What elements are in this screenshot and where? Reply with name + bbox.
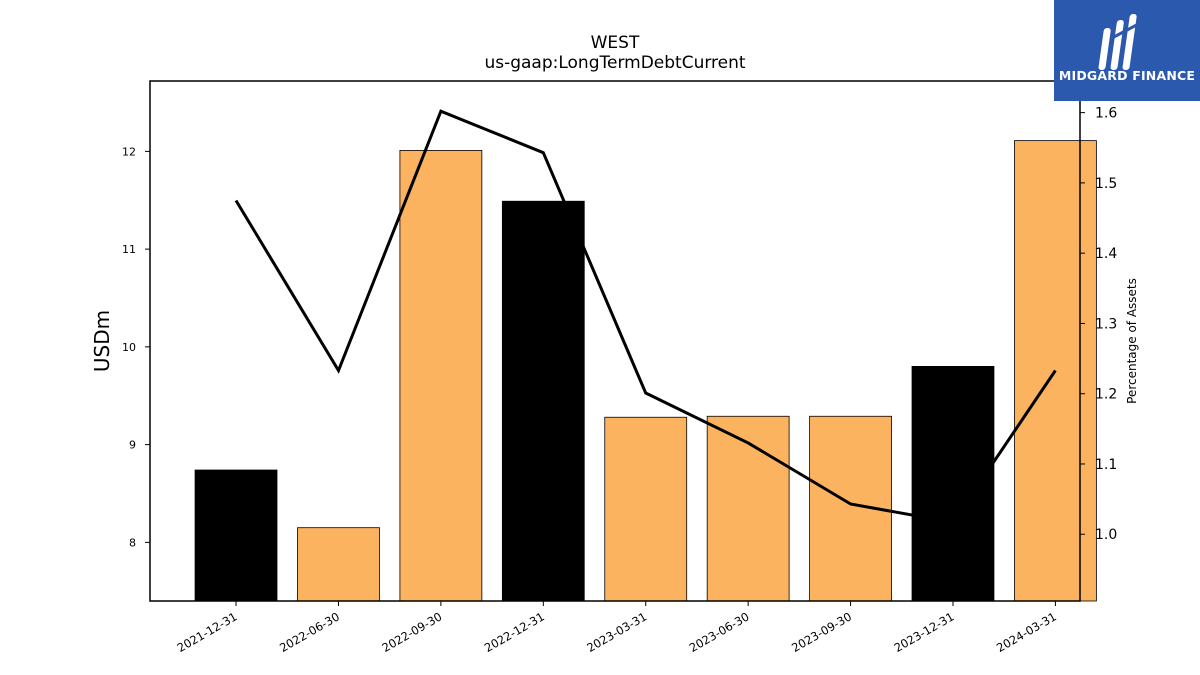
x-tick-label: 2023-06-30 (687, 609, 752, 655)
x-tick-label: 2022-06-30 (277, 609, 342, 655)
y-axis-label: USDm (90, 310, 114, 372)
bar-2022-09-30 (399, 149, 483, 602)
x-tick-label: 2024-03-31 (994, 609, 1059, 655)
x-tick-label: 2022-09-30 (379, 609, 444, 655)
y-tick-label: 11 (122, 243, 136, 256)
y-tick-label: 8 (129, 536, 136, 549)
midgard-finance-logo: MIDGARD FINANCE (1054, 0, 1200, 101)
line-group (234, 109, 1057, 524)
x-tick-label: 2023-03-31 (584, 609, 649, 655)
y2-tick-label: 1.1 (1095, 457, 1117, 473)
bar-2023-12-31 (911, 366, 995, 602)
bar-2022-06-30 (297, 527, 380, 602)
percentage-line (234, 109, 1057, 524)
bar-2021-12-31 (194, 469, 278, 602)
y2-tick-label: 1.3 (1095, 316, 1117, 332)
y-tick-label: 9 (129, 439, 136, 452)
y2-tick-label: 1.6 (1095, 106, 1117, 122)
y2-axis-label: Percentage of Assets (1125, 278, 1139, 404)
bar-2023-03-31 (604, 416, 688, 602)
y2-tick-label: 1.2 (1095, 387, 1117, 403)
x-tick-label: 2023-12-31 (892, 609, 957, 655)
x-tick-label: 2021-12-31 (175, 609, 240, 655)
y2-tick-label: 1.0 (1095, 527, 1117, 543)
chart-subtitle: us-gaap:LongTermDebtCurrent (484, 53, 745, 73)
y2-tick-label: 1.4 (1095, 246, 1117, 262)
bar-2022-12-31 (501, 200, 585, 602)
x-tick-label: 2023-09-30 (789, 609, 854, 655)
chart-title: WEST (591, 33, 640, 53)
bars-group (194, 140, 1097, 602)
midgard-logo-icon (1098, 14, 1147, 70)
y2-tick-label: 1.5 (1095, 176, 1117, 192)
bar-2023-06-30 (706, 415, 790, 602)
plot-frame (149, 80, 1081, 602)
x-axis: 2021-12-31 2022-06-30 2022-09-30 2022-12-31… (175, 601, 1059, 655)
y-tick-label: 12 (122, 145, 136, 158)
y-axis: 8 9 10 11 12 (122, 145, 150, 549)
x-tick-label: 2022-12-31 (482, 609, 547, 655)
logo-text: MIDGARD FINANCE (1058, 68, 1196, 83)
y2-axis: 1.0 1.1 1.2 1.3 1.4 1.5 1.6 (1080, 106, 1117, 543)
y-tick-label: 10 (122, 341, 136, 354)
